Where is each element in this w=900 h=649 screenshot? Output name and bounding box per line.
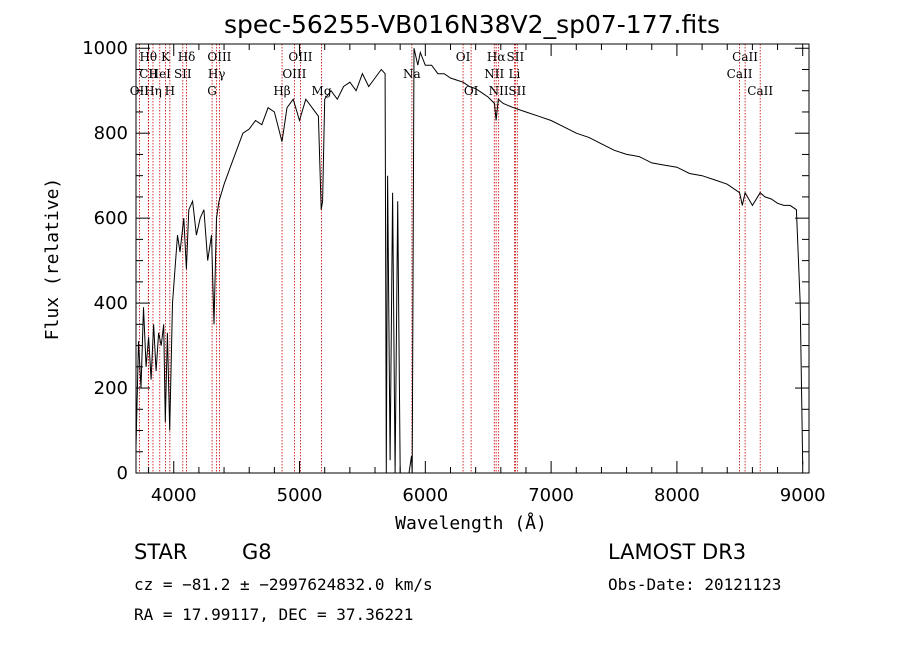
marker-label-15: Mg [312, 84, 332, 98]
marker-label-12: Hβ [273, 84, 290, 98]
marker-label-22: SII [507, 50, 525, 64]
coordinates-readout: RA = 17.99117, DEC = 37.36221 [134, 605, 414, 624]
marker-label-21: NII [489, 84, 509, 98]
marker-label-14: OIII [282, 67, 306, 81]
marker-label-27: CaII [747, 84, 773, 98]
y-tick-label-1000: 1000 [82, 38, 128, 59]
marker-label-16: Na [403, 67, 421, 81]
x-axis-ticks: 4000 5000 6000 7000 8000 9000 [148, 44, 826, 506]
marker-label-3: K [161, 50, 171, 64]
marker-label-18: OI [464, 84, 479, 98]
x-tick-label-8000: 8000 [654, 485, 700, 506]
observation-date: Obs-Date: 20121123 [608, 575, 782, 594]
marker-label-13: OIII [288, 50, 312, 64]
marker-label-1: CII [139, 67, 158, 81]
survey-name: LAMOST DR3 [608, 540, 747, 564]
marker-label-10: Hγ [208, 67, 226, 81]
chart-title: spec-56255-VB016N38V2_sp07-177.fits [224, 10, 720, 39]
y-tick-label-200: 200 [94, 378, 128, 399]
marker-label-24: SII [508, 84, 526, 98]
y-axis-ticks: 0 200 400 600 800 1000 [82, 38, 809, 484]
marker-label-19: Hα [487, 50, 506, 64]
object-subclass: G8 [242, 540, 272, 564]
plot-frame [135, 43, 810, 474]
object-class: STAR [134, 540, 188, 564]
x-tick-label-5000: 5000 [277, 485, 323, 506]
marker-label-23: Li [508, 67, 520, 81]
marker-label-0: Hθ [139, 50, 157, 64]
marker-label-25: CaII [732, 50, 758, 64]
y-tick-label-0: 0 [117, 463, 128, 484]
marker-label-6: Hδ [178, 50, 196, 64]
x-tick-label-4000: 4000 [151, 485, 197, 506]
marker-label-26: CaII [727, 67, 753, 81]
marker-label-7: SII [174, 67, 192, 81]
marker-label-9: OIII [207, 50, 231, 64]
x-tick-label-7000: 7000 [528, 485, 574, 506]
emission-line-markers [138, 44, 761, 473]
y-tick-label-800: 800 [94, 123, 128, 144]
marker-label-20: NII [484, 67, 504, 81]
redshift-readout: cz = −81.2 ± −2997624832.0 km/s [134, 575, 433, 594]
y-tick-label-600: 600 [94, 208, 128, 229]
y-tick-label-400: 400 [94, 293, 128, 314]
x-tick-label-6000: 6000 [402, 485, 448, 506]
x-axis-label: Wavelength (Å) [395, 512, 547, 534]
y-axis-label: Flux (relative) [42, 178, 63, 341]
marker-label-4: HeI [149, 67, 172, 81]
x-tick-label-9000: 9000 [780, 485, 826, 506]
marker-label-5: Hη [144, 84, 162, 98]
spectrum-line [135, 48, 804, 474]
marker-label-17: OI [456, 50, 471, 64]
marker-label-11: G [207, 84, 217, 98]
marker-label-8: H [165, 84, 175, 98]
